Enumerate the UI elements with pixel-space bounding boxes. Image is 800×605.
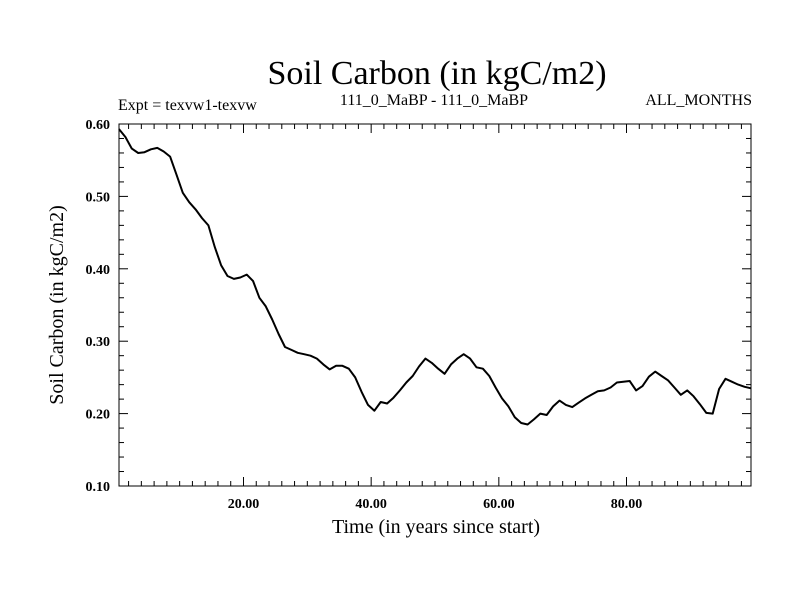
x-tick-label: 80.00	[611, 497, 643, 512]
y-tick-label: 0.60	[86, 118, 111, 133]
plot-frame	[118, 123, 752, 487]
series-line-0	[118, 128, 752, 426]
x-axis-title: Time (in years since start)	[332, 516, 540, 538]
y-tick-label: 0.20	[86, 408, 111, 423]
period-label: 111_0_MaBP - 111_0_MaBP	[340, 92, 528, 109]
y-axis-title: Soil Carbon (in kgC/m2)	[46, 205, 68, 404]
tick-labels: 20.00 40.00 60.00 80.00 0.10 0.20 0.30 0.40 0.50…	[86, 118, 643, 512]
chart-title: Soil Carbon (in kgC/m2)	[267, 55, 606, 92]
y-tick-label: 0.40	[86, 263, 111, 278]
series-layer	[118, 128, 752, 426]
x-tick-label: 60.00	[483, 497, 515, 512]
x-tick-label: 40.00	[355, 497, 387, 512]
y-tick-label: 0.10	[86, 480, 111, 495]
tick-marks	[119, 123, 751, 487]
y-tick-label: 0.50	[86, 190, 111, 205]
x-tick-label: 20.00	[228, 497, 260, 512]
months-label: ALL_MONTHS	[645, 92, 752, 109]
experiment-label: Expt = texvw1-texvw	[118, 97, 257, 114]
y-tick-label: 0.30	[86, 335, 111, 350]
